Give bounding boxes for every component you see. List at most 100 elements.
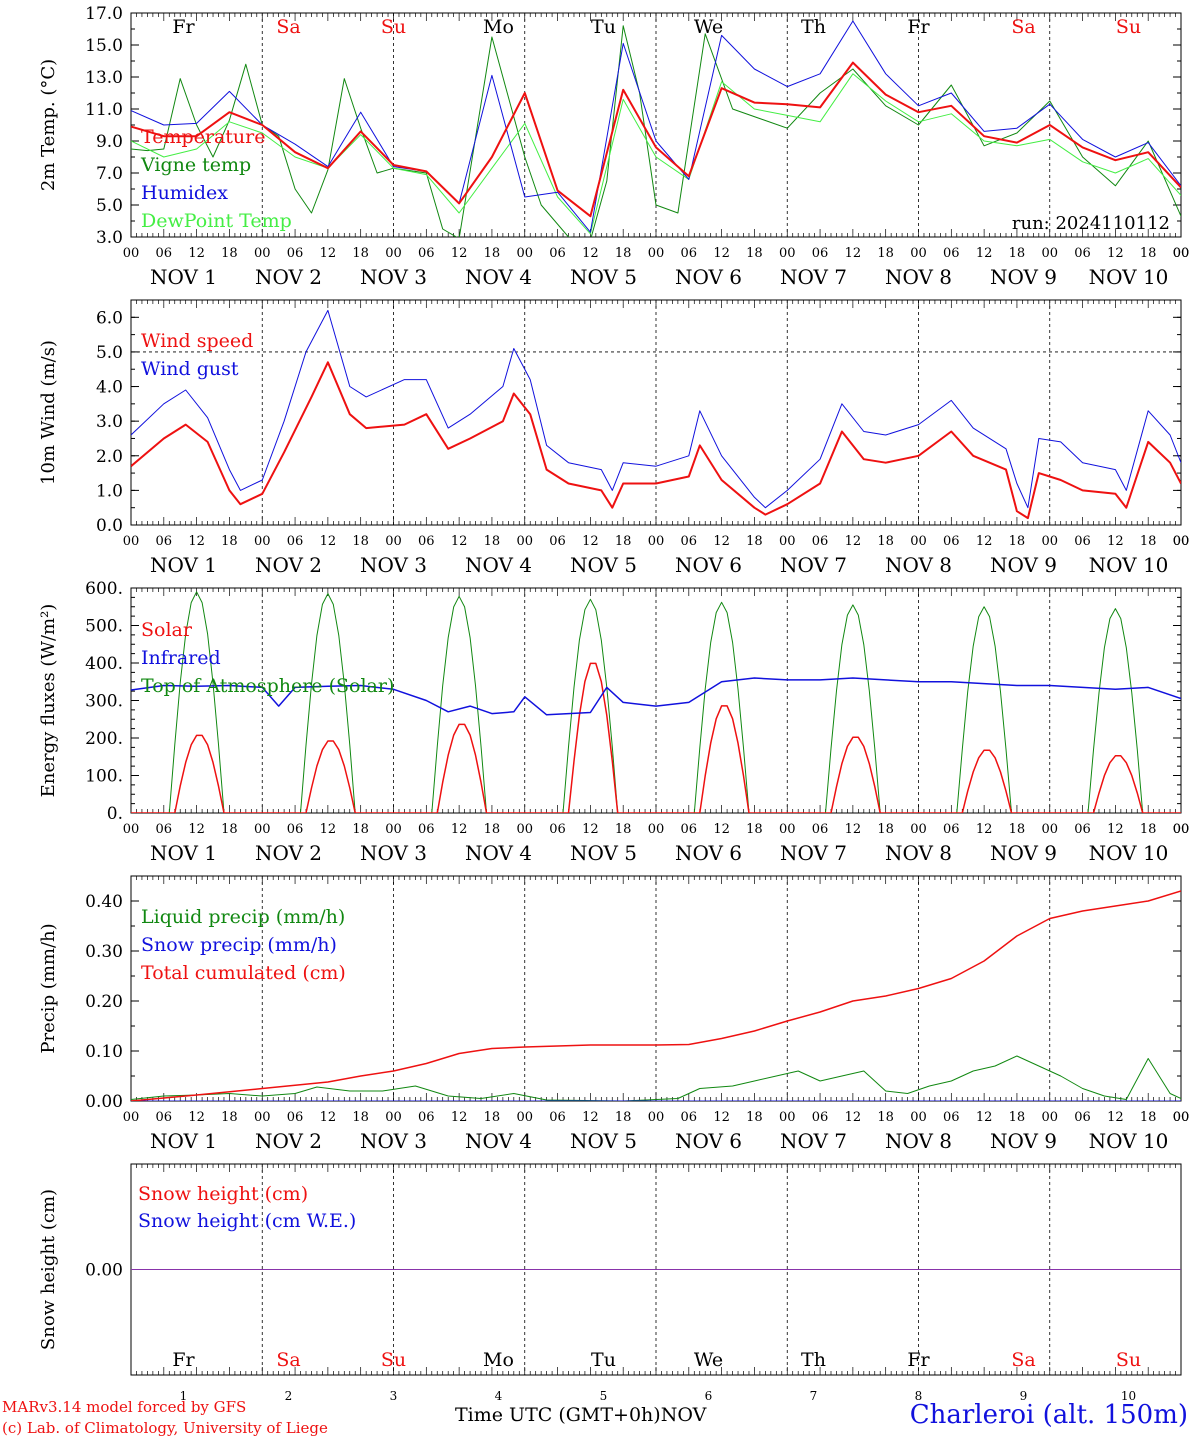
panel-2: 0.0 1.0 2.0 3.0 4.0 5.0 6.0 10m Wind (m/s) 00 06 1… bbox=[38, 299, 1189, 577]
hour-tick-label: 00 bbox=[123, 246, 140, 261]
weekday-label: Fr bbox=[172, 16, 195, 38]
hour-tick-label: 18 bbox=[221, 246, 238, 261]
hour-tick-label: 06 bbox=[287, 534, 304, 549]
date-label: NOV 5 bbox=[570, 265, 637, 289]
hour-tick-label: 06 bbox=[549, 1110, 566, 1125]
hour-tick-label: 06 bbox=[156, 822, 173, 837]
series-line-temperature bbox=[131, 61, 1181, 218]
hour-tick-label: 18 bbox=[1009, 1110, 1026, 1125]
y-tick-label: 0.00 bbox=[85, 1261, 123, 1281]
hour-tick-label: 18 bbox=[484, 1110, 501, 1125]
date-label: NOV 2 bbox=[255, 1129, 322, 1153]
hour-tick-label: 00 bbox=[385, 822, 402, 837]
hour-tick-label: 00 bbox=[254, 246, 271, 261]
date-label: NOV 10 bbox=[1089, 1129, 1169, 1153]
hour-tick-label: 18 bbox=[1140, 246, 1157, 261]
date-label: NOV 3 bbox=[360, 265, 427, 289]
series-line-humidex bbox=[131, 20, 1181, 233]
hour-tick-label: 06 bbox=[681, 534, 698, 549]
hour-tick-label: 12 bbox=[582, 534, 599, 549]
date-label: NOV 6 bbox=[675, 553, 742, 577]
hour-tick-label: 00 bbox=[516, 822, 533, 837]
legend-liquid-precip-mm-h-: Liquid precip (mm/h) bbox=[141, 906, 345, 928]
legend-total-cumulated-cm-: Total cumulated (cm) bbox=[141, 962, 346, 984]
panel-1: 3.0 5.0 7.0 9.0 11.0 13.0 15.0 17.0 2m Temp. (°C… bbox=[38, 4, 1190, 289]
legend-snow-height-cm-w-e-: Snow height (cm W.E.) bbox=[138, 1210, 356, 1232]
series-line-liquid-precip-mm-h- bbox=[131, 1055, 1181, 1101]
day-number-label: 4 bbox=[495, 1389, 503, 1403]
hour-tick-label: 00 bbox=[1173, 246, 1190, 261]
hour-tick-label: 00 bbox=[1041, 1110, 1058, 1125]
panel-frame bbox=[130, 587, 1182, 814]
hour-tick-label: 06 bbox=[418, 822, 435, 837]
date-label: NOV 4 bbox=[465, 841, 532, 865]
series-line-top-of-atmosphere-solar- bbox=[131, 591, 1181, 813]
hour-tick-label: 06 bbox=[943, 534, 960, 549]
series-line-dewpoint-temp bbox=[131, 73, 1181, 235]
legend-wind-speed: Wind speed bbox=[141, 330, 253, 352]
legend-snow-height-cm-: Snow height (cm) bbox=[138, 1183, 308, 1205]
legend-snow-precip-mm-h-: Snow precip (mm/h) bbox=[141, 934, 337, 956]
date-label: NOV 10 bbox=[1089, 841, 1169, 865]
hour-tick-label: 12 bbox=[976, 1110, 993, 1125]
hour-tick-label: 18 bbox=[352, 534, 369, 549]
hour-tick-label: 12 bbox=[845, 534, 862, 549]
legend-solar: Solar bbox=[141, 619, 193, 641]
date-label: NOV 9 bbox=[990, 553, 1057, 577]
date-label: NOV 4 bbox=[465, 1129, 532, 1153]
hour-tick-label: 12 bbox=[188, 246, 205, 261]
hour-tick-label: 18 bbox=[746, 246, 763, 261]
hour-tick-label: 12 bbox=[451, 534, 468, 549]
date-label: NOV 8 bbox=[885, 1129, 952, 1153]
date-label: NOV 2 bbox=[255, 841, 322, 865]
y-tick-label: 5.0 bbox=[96, 196, 123, 216]
hour-tick-label: 00 bbox=[1173, 1110, 1190, 1125]
date-label: NOV 2 bbox=[255, 553, 322, 577]
date-label: NOV 10 bbox=[1089, 553, 1169, 577]
hour-tick-label: 06 bbox=[943, 822, 960, 837]
month-label: NOV bbox=[660, 1404, 707, 1426]
day-number-label: 6 bbox=[705, 1389, 713, 1403]
hour-tick-label: 18 bbox=[615, 1110, 632, 1125]
hour-tick-label: 12 bbox=[320, 1110, 337, 1125]
hour-tick-label: 06 bbox=[287, 246, 304, 261]
y-tick-label: 300. bbox=[85, 692, 123, 712]
hour-tick-label: 06 bbox=[549, 822, 566, 837]
hour-tick-label: 18 bbox=[352, 246, 369, 261]
hour-tick-label: 12 bbox=[1107, 1110, 1124, 1125]
hour-tick-label: 00 bbox=[123, 534, 140, 549]
hour-tick-label: 00 bbox=[516, 1110, 533, 1125]
date-label: NOV 5 bbox=[570, 841, 637, 865]
hour-tick-label: 18 bbox=[877, 246, 894, 261]
date-label: NOV 1 bbox=[150, 265, 217, 289]
y-tick-label: 3.0 bbox=[96, 412, 123, 432]
y-tick-label: 0.30 bbox=[85, 942, 123, 962]
date-label: NOV 6 bbox=[675, 1129, 742, 1153]
credit-lab: (c) Lab. of Climatology, University of L… bbox=[2, 1419, 328, 1437]
hour-tick-label: 00 bbox=[779, 822, 796, 837]
y-tick-label: 0.20 bbox=[85, 992, 123, 1012]
hour-tick-label: 06 bbox=[1074, 822, 1091, 837]
hour-tick-label: 12 bbox=[320, 246, 337, 261]
hour-tick-label: 00 bbox=[254, 534, 271, 549]
hour-tick-label: 06 bbox=[681, 246, 698, 261]
hour-tick-label: 12 bbox=[188, 1110, 205, 1125]
y-axis-label: 10m Wind (m/s) bbox=[38, 340, 59, 485]
weekday-label: Fr bbox=[907, 16, 930, 38]
weekday-label: Sa bbox=[276, 1349, 300, 1371]
hour-tick-label: 12 bbox=[976, 246, 993, 261]
weekday-label: Su bbox=[1116, 1349, 1141, 1371]
panel-3: 0. 100. 200. 300. 400. 500. 600. Energy fluxes … bbox=[38, 579, 1189, 865]
hour-tick-label: 12 bbox=[188, 822, 205, 837]
hour-tick-label: 06 bbox=[812, 246, 829, 261]
hour-tick-label: 18 bbox=[877, 534, 894, 549]
weekday-label: Th bbox=[801, 1349, 826, 1371]
hour-tick-label: 18 bbox=[615, 534, 632, 549]
hour-tick-label: 18 bbox=[877, 822, 894, 837]
hour-tick-label: 00 bbox=[1041, 822, 1058, 837]
hour-tick-label: 18 bbox=[1140, 534, 1157, 549]
panel-4: 0.00 0.10 0.20 0.30 0.40 Precip (mm/h) 00 06 12 1… bbox=[38, 875, 1190, 1153]
hour-tick-label: 06 bbox=[287, 822, 304, 837]
y-tick-label: 2.0 bbox=[96, 447, 123, 467]
hour-tick-label: 12 bbox=[1107, 534, 1124, 549]
